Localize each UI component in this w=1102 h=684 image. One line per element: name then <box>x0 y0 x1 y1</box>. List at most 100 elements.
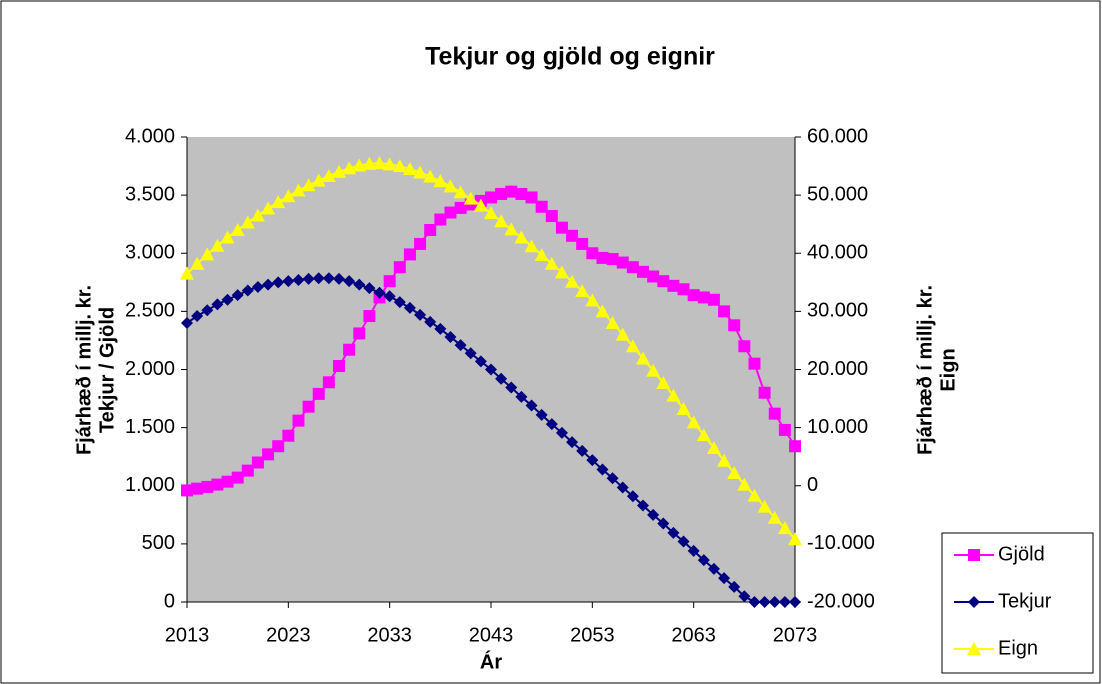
marker <box>738 340 751 353</box>
marker <box>302 272 315 285</box>
marker <box>728 319 741 332</box>
marker <box>524 239 539 253</box>
marker <box>250 208 265 222</box>
marker <box>484 206 498 220</box>
marker <box>292 414 305 427</box>
marker <box>697 554 710 567</box>
marker <box>221 293 234 306</box>
marker <box>403 301 416 314</box>
marker <box>383 275 396 288</box>
marker <box>201 304 214 317</box>
marker <box>322 376 335 389</box>
y-axis-title: Tekjur / Gjöld <box>96 307 118 433</box>
marker <box>585 293 600 307</box>
x-tick-label: 2043 <box>469 624 514 646</box>
marker <box>393 261 406 274</box>
marker <box>586 454 599 467</box>
marker <box>261 201 276 215</box>
marker <box>778 596 791 608</box>
marker <box>626 490 639 503</box>
marker <box>272 276 285 289</box>
marker <box>373 286 386 299</box>
x-axis-title: Ár <box>480 650 502 673</box>
marker <box>586 247 599 260</box>
x-tick-label: 2033 <box>367 624 412 646</box>
marker <box>767 510 782 524</box>
marker <box>221 475 234 488</box>
marker <box>414 237 427 250</box>
marker <box>778 423 791 436</box>
marker <box>737 477 752 491</box>
marker <box>566 436 579 449</box>
marker <box>312 272 325 285</box>
marker <box>636 351 650 365</box>
marker <box>282 275 295 288</box>
y2-tick-label: 10.000 <box>807 416 868 438</box>
marker <box>788 532 802 546</box>
y-tick-label: 0 <box>164 590 175 612</box>
marker <box>575 284 590 298</box>
marker <box>656 375 671 389</box>
marker <box>464 347 477 360</box>
marker <box>495 372 508 385</box>
marker <box>626 261 639 274</box>
marker <box>474 355 487 368</box>
marker <box>363 282 376 295</box>
y2-tick-label: 20.000 <box>807 358 868 380</box>
marker <box>393 296 406 309</box>
marker <box>637 265 649 278</box>
marker <box>240 215 255 229</box>
y2-tick-label: 0 <box>807 474 818 496</box>
marker <box>181 317 193 329</box>
marker <box>301 178 316 192</box>
marker <box>534 247 549 261</box>
marker <box>504 222 519 236</box>
marker <box>696 428 711 442</box>
marker <box>231 471 244 484</box>
y2-tick-label: 50.000 <box>807 183 868 205</box>
marker <box>180 266 194 280</box>
marker <box>333 272 345 285</box>
marker <box>251 280 264 293</box>
marker <box>718 305 731 318</box>
marker <box>555 221 568 234</box>
marker <box>272 440 285 453</box>
marker <box>677 535 690 548</box>
x-tick-label: 2073 <box>773 624 818 646</box>
y-tick-label: 2.000 <box>125 358 175 380</box>
marker <box>443 179 458 193</box>
marker <box>292 273 305 286</box>
marker <box>545 418 558 431</box>
y-tick-label: 3.000 <box>125 242 175 264</box>
marker <box>747 488 762 502</box>
marker <box>596 463 609 476</box>
marker <box>758 596 771 608</box>
marker <box>625 339 640 353</box>
marker <box>434 213 447 226</box>
marker <box>768 596 781 608</box>
marker <box>666 388 681 402</box>
marker <box>718 572 731 585</box>
marker <box>363 310 376 323</box>
marker <box>514 230 529 244</box>
marker <box>434 322 447 335</box>
marker <box>402 161 417 175</box>
marker <box>727 465 742 479</box>
marker <box>545 210 558 223</box>
marker <box>494 214 509 228</box>
marker <box>616 481 629 494</box>
marker <box>789 440 801 453</box>
marker <box>554 265 569 279</box>
y2-tick-label: 40.000 <box>807 242 868 264</box>
marker <box>282 429 295 442</box>
marker <box>535 200 548 213</box>
marker <box>423 169 438 183</box>
marker <box>566 229 579 242</box>
marker <box>576 237 589 250</box>
legend-label: Eign <box>998 637 1038 659</box>
marker <box>352 158 367 172</box>
marker <box>646 363 661 377</box>
marker <box>657 275 670 288</box>
legend-marker <box>967 642 981 655</box>
